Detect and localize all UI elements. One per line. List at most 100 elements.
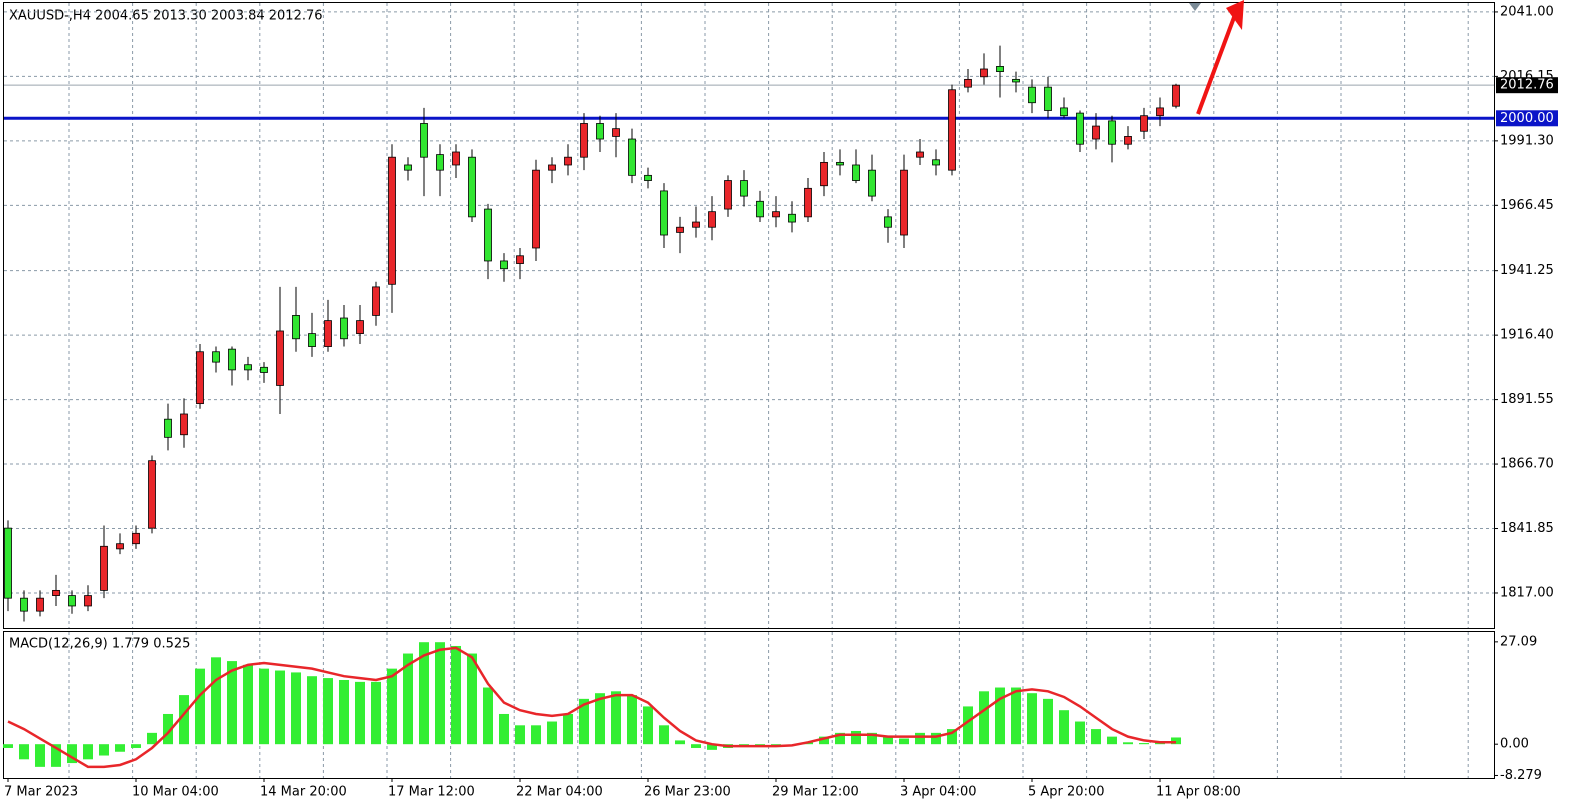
x-tick-label: 14 Mar 20:00 — [260, 785, 347, 800]
y-tick-label: 2041.00 — [1500, 4, 1554, 19]
y-tick-label: -8.279 — [1500, 768, 1542, 783]
candle-body — [228, 348, 236, 371]
histogram-bar — [19, 744, 29, 760]
candle-body — [964, 78, 972, 88]
x-tick-label: 3 Apr 04:00 — [900, 785, 977, 800]
candle-body — [484, 208, 492, 262]
histogram-bar — [867, 732, 877, 745]
candle-body — [36, 597, 44, 612]
candle-body — [612, 128, 620, 137]
candle-body — [772, 211, 780, 218]
candle-body — [1124, 136, 1132, 145]
candle-body — [244, 364, 252, 371]
histogram-bar — [355, 681, 365, 745]
histogram-bar — [931, 732, 941, 745]
y-tick-label: 1916.40 — [1500, 328, 1554, 343]
histogram-bar — [1043, 698, 1053, 745]
histogram-bar — [275, 670, 285, 745]
x-tick-label: 5 Apr 20:00 — [1028, 785, 1105, 800]
histogram-bar — [899, 738, 909, 745]
candle-body — [452, 151, 460, 166]
histogram-bar — [307, 676, 317, 745]
histogram-bar — [1059, 710, 1069, 745]
candle-body — [1108, 120, 1116, 145]
level-tag: 2000.00 — [1500, 111, 1554, 126]
histogram-bar — [83, 744, 93, 760]
candle-body — [548, 164, 556, 171]
signal-line — [7, 646, 1177, 769]
histogram-bar — [67, 744, 77, 764]
y-tick-label: 1817.00 — [1500, 585, 1554, 600]
candle-body — [404, 164, 412, 171]
histogram-bar — [323, 678, 333, 745]
candle-body — [356, 320, 364, 334]
histogram-bar — [3, 744, 13, 748]
candle-body — [324, 320, 332, 347]
candle-body — [532, 169, 540, 249]
histogram-bar — [659, 725, 669, 745]
histogram-bar — [147, 732, 157, 745]
histogram-bar — [211, 657, 221, 745]
price-tag-box — [1496, 77, 1558, 94]
candle-body — [180, 413, 188, 436]
histogram-bar — [115, 744, 125, 752]
candle-body — [292, 315, 300, 340]
histogram-bar — [259, 668, 269, 745]
candle-body — [740, 180, 748, 197]
candle-body — [660, 190, 668, 236]
y-tick-label: 27.09 — [1500, 634, 1537, 649]
histogram-bar — [883, 736, 893, 745]
candle-body — [116, 543, 124, 550]
candle-body — [4, 527, 12, 599]
candle-body — [340, 317, 348, 340]
histogram-bar — [563, 713, 573, 745]
level-tag-box — [1496, 110, 1558, 127]
histogram-bar — [179, 695, 189, 745]
candle-body — [164, 418, 172, 438]
histogram-bar — [595, 693, 605, 745]
candle-body — [308, 333, 316, 347]
histogram-bar — [707, 744, 717, 750]
candle-body — [260, 366, 268, 373]
histogram-bar — [627, 695, 637, 745]
histogram-bar — [435, 642, 445, 745]
histogram-bar — [131, 744, 141, 748]
candle-body — [388, 156, 396, 285]
candle-body — [996, 66, 1004, 72]
candle-body — [564, 156, 572, 166]
histogram-bar — [371, 681, 381, 745]
candle-body — [372, 286, 380, 316]
histogram-bar — [403, 653, 413, 745]
candle-body — [788, 213, 796, 223]
candle-body — [820, 161, 828, 187]
shift-marker — [1189, 3, 1201, 11]
histogram-bar — [419, 642, 429, 745]
candle-body — [1140, 115, 1148, 132]
candle-body — [948, 89, 956, 171]
histogram-bar — [1027, 693, 1037, 745]
histogram-bar — [1139, 743, 1149, 745]
histogram-bar — [835, 732, 845, 745]
histogram-bar — [947, 729, 957, 745]
histogram-bar — [51, 744, 61, 767]
candle-body — [1092, 125, 1100, 140]
candle-body — [1076, 112, 1084, 145]
histogram-bar — [611, 691, 621, 745]
candle-body — [1044, 86, 1052, 111]
candle-body — [596, 123, 604, 140]
histogram-bar — [675, 740, 685, 745]
histogram-bar — [851, 730, 861, 745]
price-tag: 2012.76 — [1500, 78, 1554, 93]
arrow-head — [1226, 0, 1244, 30]
candle-body — [1012, 78, 1020, 83]
histogram-bar — [915, 732, 925, 745]
candle-body — [1028, 86, 1036, 104]
histogram-bar — [579, 698, 589, 745]
candle-body — [436, 154, 444, 171]
candle-body — [516, 255, 524, 264]
histogram-bar — [35, 744, 45, 767]
candle-body — [1156, 107, 1164, 117]
y-tick-label: 1991.30 — [1500, 133, 1554, 148]
histogram-bar — [467, 653, 477, 745]
